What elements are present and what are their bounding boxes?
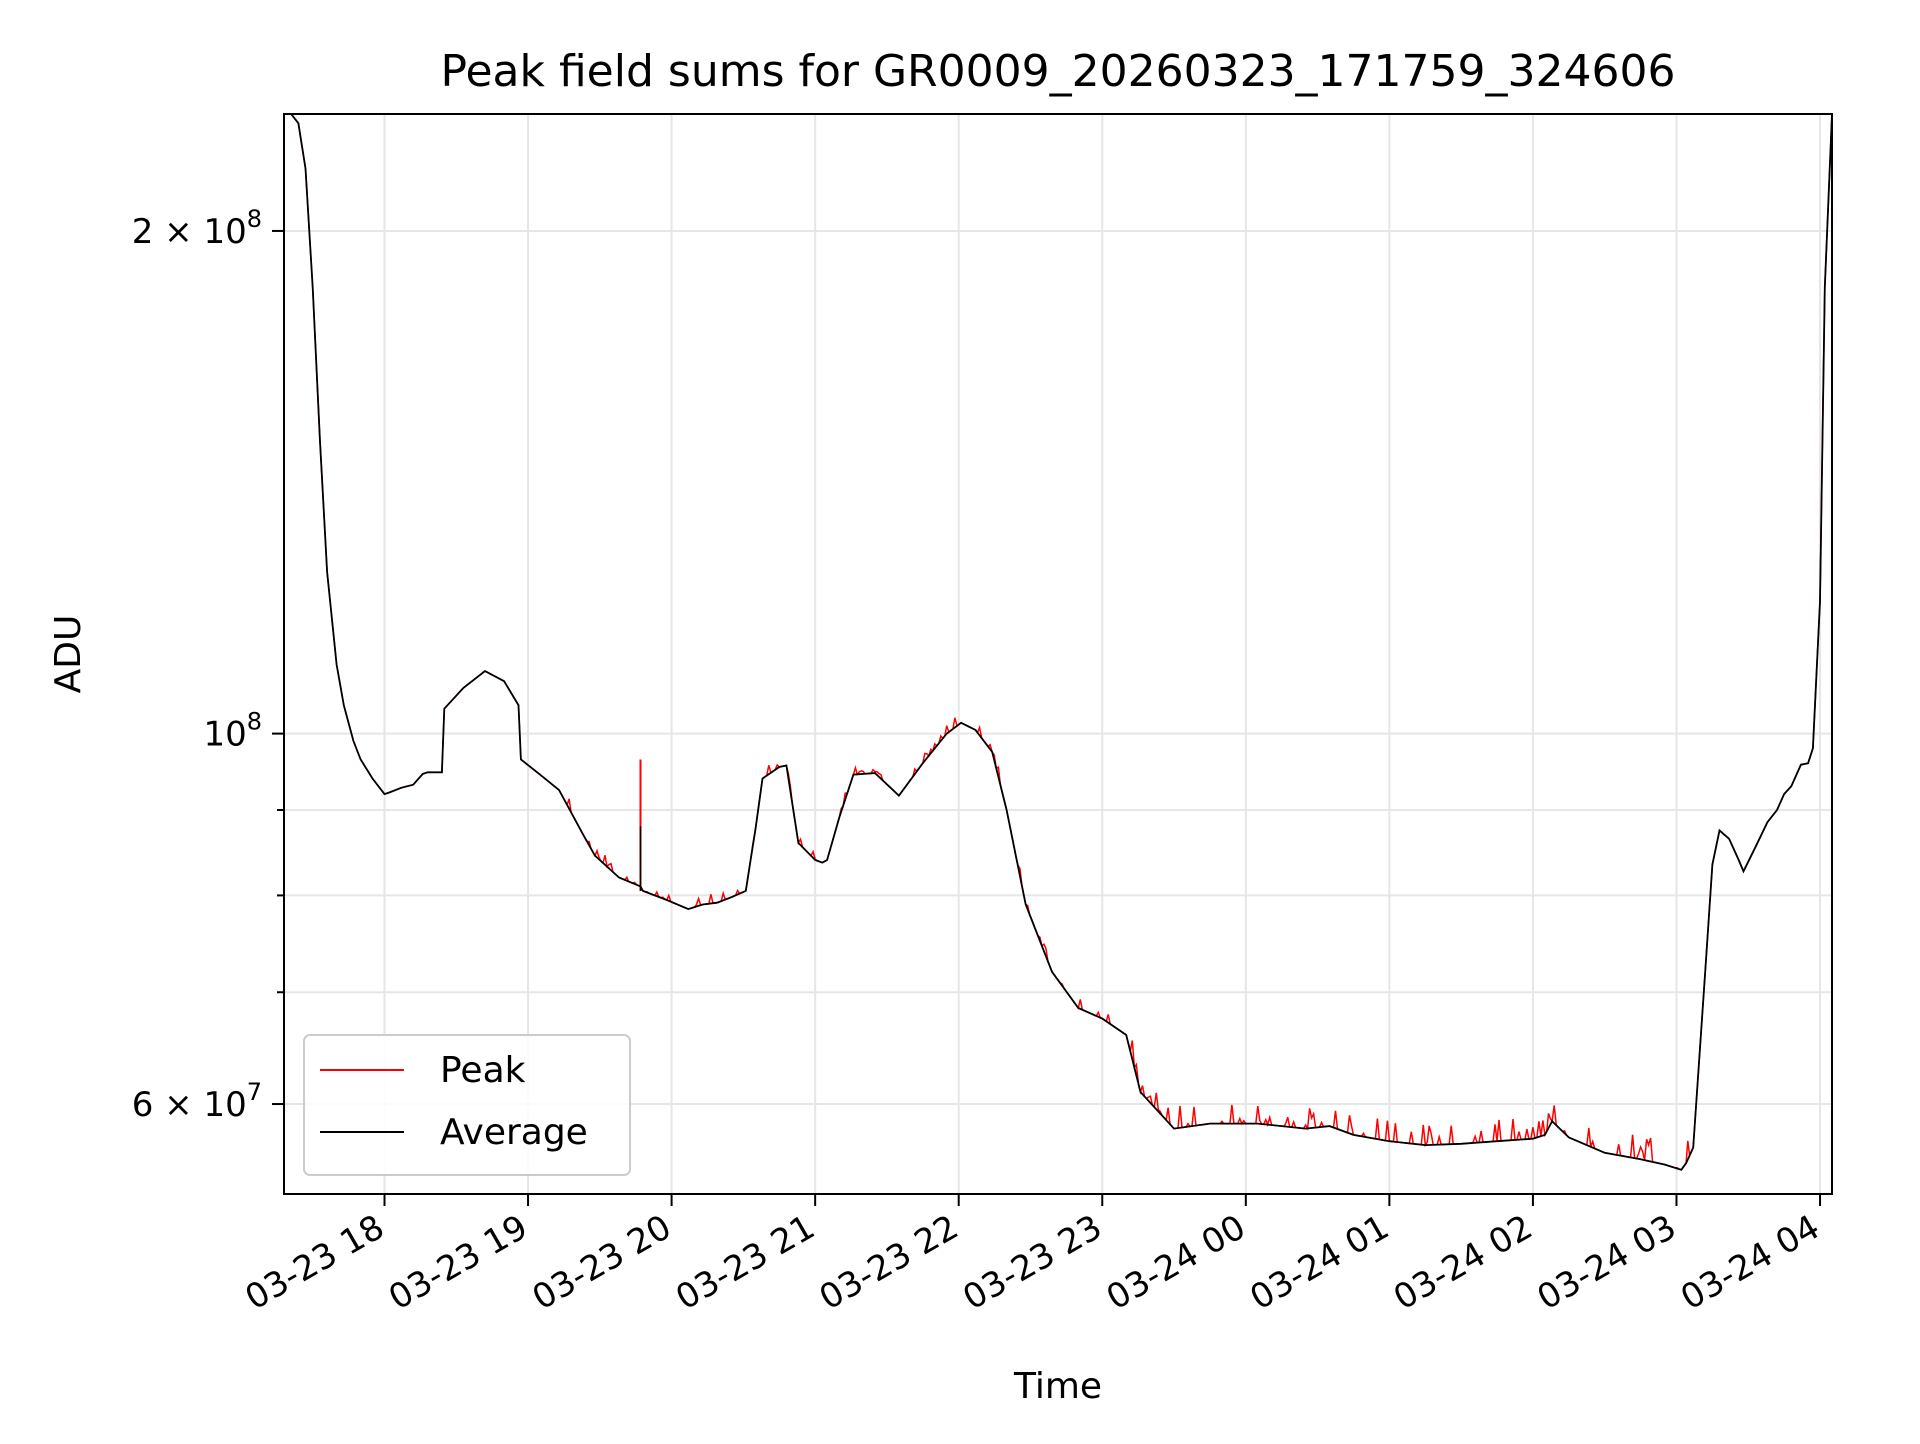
- chart-title: Peak field sums for GR0009_20260323_1717…: [441, 46, 1676, 97]
- plot-frame: [283, 113, 1833, 1195]
- y-axis-label: ADU: [48, 615, 89, 694]
- average-line: [284, 113, 1833, 1171]
- y-tick-label: 6 × 107: [132, 1078, 262, 1125]
- x-axis-label: Time: [1013, 1366, 1102, 1407]
- y-axis-ticks: 2 × 108 108 6 × 107: [132, 205, 284, 1125]
- legend: Peak Average: [303, 1034, 631, 1176]
- y-tick-label: 2 × 108: [132, 205, 262, 252]
- legend-peak-label: Peak: [440, 1050, 526, 1091]
- legend-average-label: Average: [440, 1112, 588, 1153]
- y-tick-label: 108: [203, 708, 262, 755]
- average-series: [284, 113, 1833, 1171]
- grid: [284, 114, 1832, 1194]
